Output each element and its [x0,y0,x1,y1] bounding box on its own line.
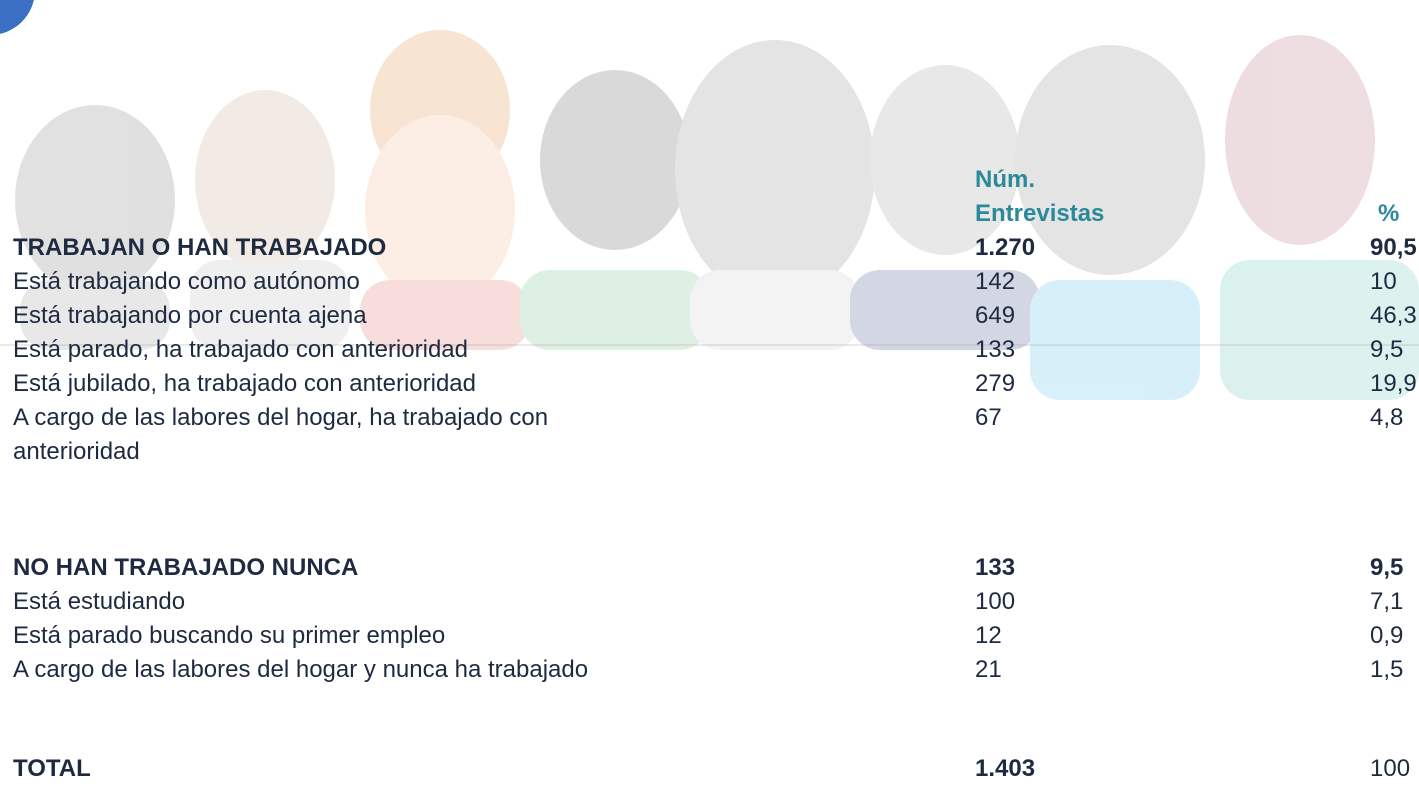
row-count: 142 [975,268,1016,295]
table-row: NO HAN TRABAJADO NUNCA 133 9,5 [0,551,1419,585]
header-num: Entrevistas [975,200,1105,227]
row-percent: 1,5 [1370,656,1404,683]
row-label: A cargo de las labores del hogar, ha tra… [13,404,549,431]
table-row: A cargo de las labores del hogar, ha tra… [0,401,1419,435]
total-row: TOTAL 1.403 100 [0,752,1419,786]
row-count: 649 [975,302,1016,329]
table: Núm. Entrevistas % TRABAJAN O HAN TRABAJ… [0,163,1419,786]
table-row: Está parado, ha trabajado con anteriorid… [0,333,1419,367]
row-percent: 19,9 [1370,370,1417,397]
header-num: Núm. [975,166,1035,193]
row-count: 21 [975,656,1002,683]
row-count: 279 [975,370,1016,397]
row-percent: 9,5 [1370,554,1404,581]
row-count: 133 [975,336,1016,363]
header-row: Entrevistas % [0,197,1419,231]
row-percent: 90,5 [1370,234,1417,261]
row-label: Está trabajando como autónomo [13,268,360,295]
row-label: Está jubilado, ha trabajado con anterior… [13,370,476,397]
row-percent: 0,9 [1370,622,1404,649]
table-row: Está trabajando como autónomo 142 10 [0,265,1419,299]
table-row: Está trabajando por cuenta ajena 649 46,3 [0,299,1419,333]
row-label: Está trabajando por cuenta ajena [13,302,367,329]
row-percent: 10 [1370,268,1397,295]
row-percent: 46,3 [1370,302,1417,329]
table-body: TRABAJAN O HAN TRABAJADO 1.270 90,5 Está tr… [0,231,1419,786]
total-percent: 100 [1370,755,1411,782]
row-count: 133 [975,554,1016,581]
section: TRABAJAN O HAN TRABAJADO 1.270 90,5 Está tr… [0,231,1419,469]
corner-badge [0,0,34,34]
row-percent: 7,1 [1370,588,1404,615]
row-percent: 4,8 [1370,404,1404,431]
table-row: A cargo de las labores del hogar y nunca… [0,653,1419,687]
total-count: 1.403 [975,755,1036,782]
table-row: TRABAJAN O HAN TRABAJADO 1.270 90,5 [0,231,1419,265]
total-label: TOTAL [13,755,91,782]
table-row: Está estudiando 100 7,1 [0,585,1419,619]
row-count: 1.270 [975,234,1036,261]
row-label: Está estudiando [13,588,186,615]
table-row: Está parado buscando su primer empleo 12 0… [0,619,1419,653]
header-pct: % [1378,200,1400,227]
row-label: Está parado, ha trabajado con anteriorid… [13,336,468,363]
row-label: anterioridad [13,438,140,465]
row-label: Está parado buscando su primer empleo [13,622,446,649]
row-count: 100 [975,588,1016,615]
silhouettes [15,30,1419,400]
header-row: Núm. [0,163,1419,197]
total-section: TOTAL 1.403 100 [0,752,1419,786]
row-label: TRABAJAN O HAN TRABAJADO [13,234,387,261]
section: NO HAN TRABAJADO NUNCA 133 9,5 Está estudia… [0,551,1419,687]
row-label: A cargo de las labores del hogar y nunca… [13,656,589,683]
table-row: Está jubilado, ha trabajado con anterior… [0,367,1419,401]
row-percent: 9,5 [1370,336,1404,363]
row-count: 12 [975,622,1002,649]
row-label: NO HAN TRABAJADO NUNCA [13,554,359,581]
table-row-continued: anterioridad [0,435,1419,469]
row-count: 67 [975,404,1002,431]
